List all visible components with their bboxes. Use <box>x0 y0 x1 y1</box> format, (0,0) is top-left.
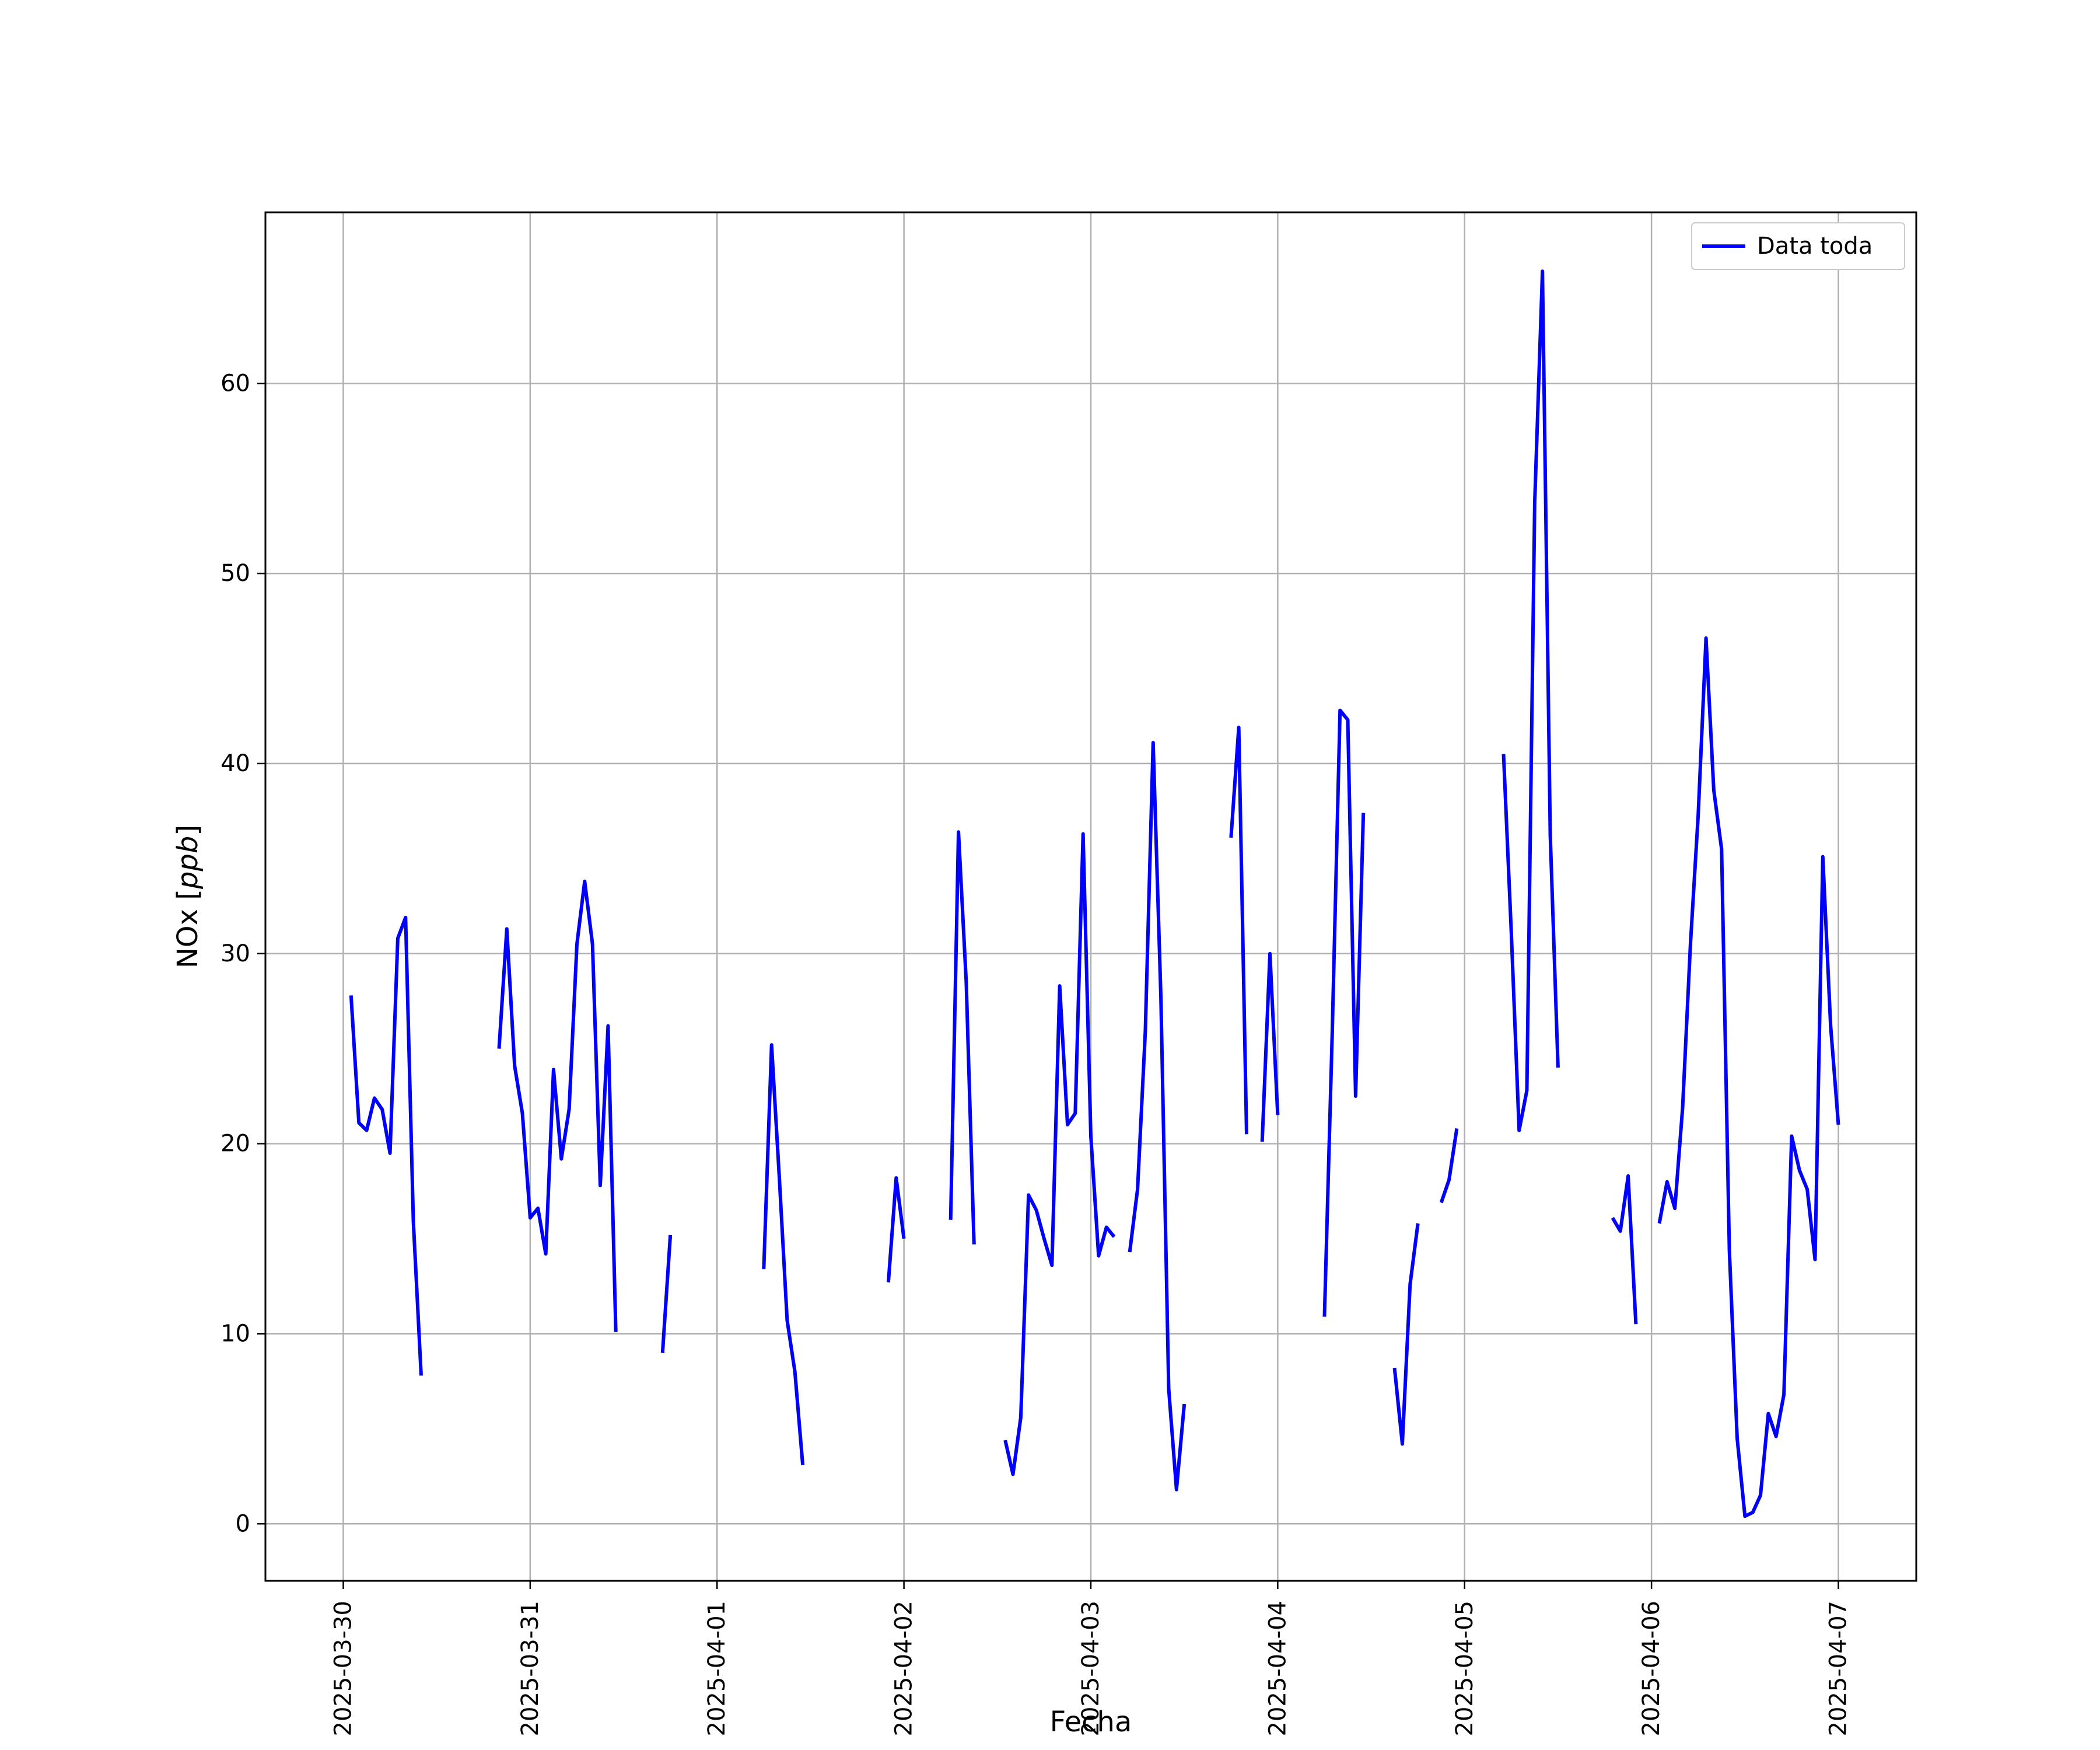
series-line-segment <box>1657 636 1840 1518</box>
y-tick-label: 10 <box>220 1320 250 1347</box>
series-line-segment <box>949 830 976 1245</box>
y-axis-title-suffix: ] <box>172 825 204 836</box>
legend: Data toda <box>1691 222 1905 270</box>
y-tick-label: 50 <box>220 560 250 587</box>
series-line-segment <box>660 1234 673 1353</box>
y-tick-label: 20 <box>220 1130 250 1157</box>
x-tick-label: 2025-04-07 <box>1825 1601 1852 1736</box>
x-tick-label: 2025-03-30 <box>330 1601 356 1736</box>
series-line-segment <box>1392 1223 1420 1446</box>
x-axis-title: Fecha <box>1050 1706 1132 1738</box>
x-tick-label: 2025-03-31 <box>517 1601 544 1736</box>
legend-box <box>1691 222 1905 270</box>
y-axis-title-prefix: NOx [ <box>172 889 204 968</box>
legend-label: Data toda <box>1757 233 1873 260</box>
x-axis: 2025-03-30 2025-03-31 2025-04-01 2025-04-02… <box>330 1581 1852 1736</box>
series-line-segment <box>886 1176 906 1283</box>
x-tick-label: 2025-04-04 <box>1264 1601 1291 1736</box>
x-tick-label: 2025-04-06 <box>1638 1601 1665 1736</box>
series-line-segment <box>1128 741 1186 1492</box>
series-line-segment <box>1502 270 1560 1132</box>
y-axis-title: NOx [ppb] <box>172 825 204 968</box>
series-line-segment <box>1322 708 1366 1317</box>
y-tick-label: 0 <box>236 1510 250 1537</box>
series-line-segment <box>349 915 423 1376</box>
series-line-segment <box>1439 1128 1459 1203</box>
x-tick-label: 2025-04-01 <box>704 1601 730 1736</box>
series-line-segment <box>1611 1174 1638 1325</box>
series-line-segment <box>1229 726 1248 1135</box>
series-line-segment <box>1260 951 1280 1142</box>
y-tick-label: 30 <box>220 940 250 967</box>
y-tick-label: 40 <box>220 750 250 777</box>
series-layer <box>349 270 1840 1518</box>
x-tick-label: 2025-04-02 <box>891 1601 918 1736</box>
y-axis-title-unit: ppb <box>172 836 204 890</box>
series-line-segment <box>762 1043 805 1465</box>
x-tick-label: 2025-04-05 <box>1451 1601 1478 1736</box>
y-tick-label: 60 <box>220 370 250 397</box>
x-tick-label: 2025-04-03 <box>1077 1601 1104 1736</box>
y-axis: 0 10 20 30 40 50 60 <box>220 370 265 1537</box>
series-line-segment <box>497 879 618 1332</box>
grid-lines <box>265 212 1916 1581</box>
series-line-segment <box>1003 832 1116 1476</box>
